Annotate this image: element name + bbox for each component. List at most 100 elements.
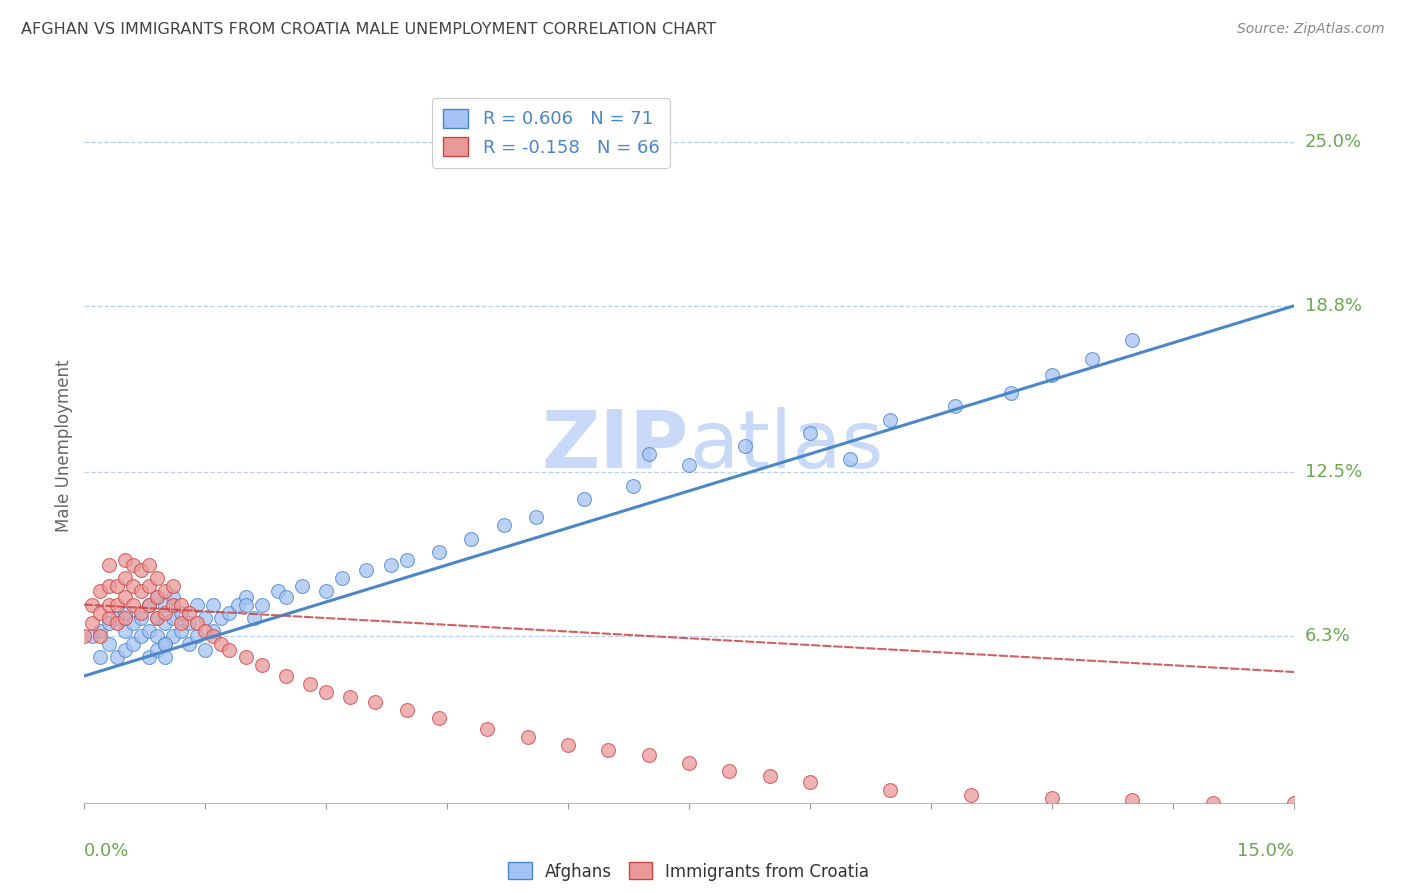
Point	[330, 571, 353, 585]
Point	[209, 611, 232, 625]
Point	[162, 629, 184, 643]
Point	[146, 590, 169, 604]
Point	[179, 616, 201, 631]
Point	[129, 611, 152, 625]
Point	[114, 642, 136, 657]
Point	[82, 598, 104, 612]
Text: 18.8%: 18.8%	[1305, 297, 1361, 315]
Point	[678, 756, 700, 771]
Point	[138, 624, 160, 638]
Point	[162, 579, 184, 593]
Point	[121, 579, 143, 593]
Point	[89, 629, 111, 643]
Point	[202, 624, 225, 638]
Point	[1362, 796, 1385, 810]
Point	[146, 629, 169, 643]
Text: Source: ZipAtlas.com: Source: ZipAtlas.com	[1237, 22, 1385, 37]
Point	[758, 769, 780, 783]
Text: 25.0%: 25.0%	[1305, 133, 1362, 151]
Point	[194, 624, 217, 638]
Point	[138, 598, 160, 612]
Point	[186, 598, 208, 612]
Point	[97, 598, 120, 612]
Point	[524, 510, 547, 524]
Point	[598, 743, 620, 757]
Point	[114, 571, 136, 585]
Point	[250, 598, 273, 612]
Point	[218, 642, 240, 657]
Point	[153, 616, 176, 631]
Point	[291, 579, 314, 593]
Point	[121, 558, 143, 572]
Point	[879, 782, 901, 797]
Text: AFGHAN VS IMMIGRANTS FROM CROATIA MALE UNEMPLOYMENT CORRELATION CHART: AFGHAN VS IMMIGRANTS FROM CROATIA MALE U…	[21, 22, 716, 37]
Point	[356, 563, 378, 577]
Point	[82, 629, 104, 643]
Point	[114, 611, 136, 625]
Point	[879, 412, 901, 426]
Text: 12.5%: 12.5%	[1305, 464, 1362, 482]
Point	[380, 558, 402, 572]
Point	[162, 598, 184, 612]
Point	[621, 478, 644, 492]
Point	[718, 764, 741, 778]
Point	[226, 598, 249, 612]
Point	[114, 552, 136, 566]
Point	[799, 774, 821, 789]
Y-axis label: Male Unemployment: Male Unemployment	[55, 359, 73, 533]
Point	[1121, 333, 1143, 347]
Point	[138, 579, 160, 593]
Point	[146, 611, 169, 625]
Point	[97, 637, 120, 651]
Text: 6.3%: 6.3%	[1305, 627, 1350, 645]
Point	[138, 558, 160, 572]
Point	[315, 584, 337, 599]
Point	[146, 611, 169, 625]
Text: 15.0%: 15.0%	[1236, 842, 1294, 860]
Point	[129, 629, 152, 643]
Point	[363, 695, 385, 709]
Point	[170, 616, 193, 631]
Point	[194, 611, 217, 625]
Text: atlas: atlas	[689, 407, 883, 485]
Point	[202, 598, 225, 612]
Point	[427, 711, 450, 725]
Point	[153, 637, 176, 651]
Legend: Afghans, Immigrants from Croatia: Afghans, Immigrants from Croatia	[502, 855, 876, 888]
Point	[121, 598, 143, 612]
Point	[114, 624, 136, 638]
Point	[153, 650, 176, 665]
Point	[427, 545, 450, 559]
Point	[960, 788, 983, 802]
Point	[799, 425, 821, 440]
Point	[97, 579, 120, 593]
Point	[121, 616, 143, 631]
Point	[202, 629, 225, 643]
Point	[82, 616, 104, 631]
Point	[678, 458, 700, 472]
Point	[315, 685, 337, 699]
Point	[460, 532, 482, 546]
Point	[1282, 796, 1305, 810]
Point	[73, 629, 96, 643]
Point	[170, 624, 193, 638]
Point	[274, 669, 297, 683]
Point	[839, 452, 862, 467]
Point	[146, 590, 169, 604]
Point	[105, 579, 128, 593]
Point	[186, 616, 208, 631]
Point	[637, 447, 659, 461]
Point	[1000, 386, 1022, 401]
Point	[1121, 793, 1143, 807]
Point	[121, 637, 143, 651]
Point	[153, 584, 176, 599]
Point	[129, 563, 152, 577]
Point	[186, 629, 208, 643]
Point	[89, 584, 111, 599]
Point	[129, 584, 152, 599]
Point	[1081, 351, 1104, 366]
Point	[89, 606, 111, 620]
Point	[218, 606, 240, 620]
Point	[235, 590, 257, 604]
Point	[153, 637, 176, 651]
